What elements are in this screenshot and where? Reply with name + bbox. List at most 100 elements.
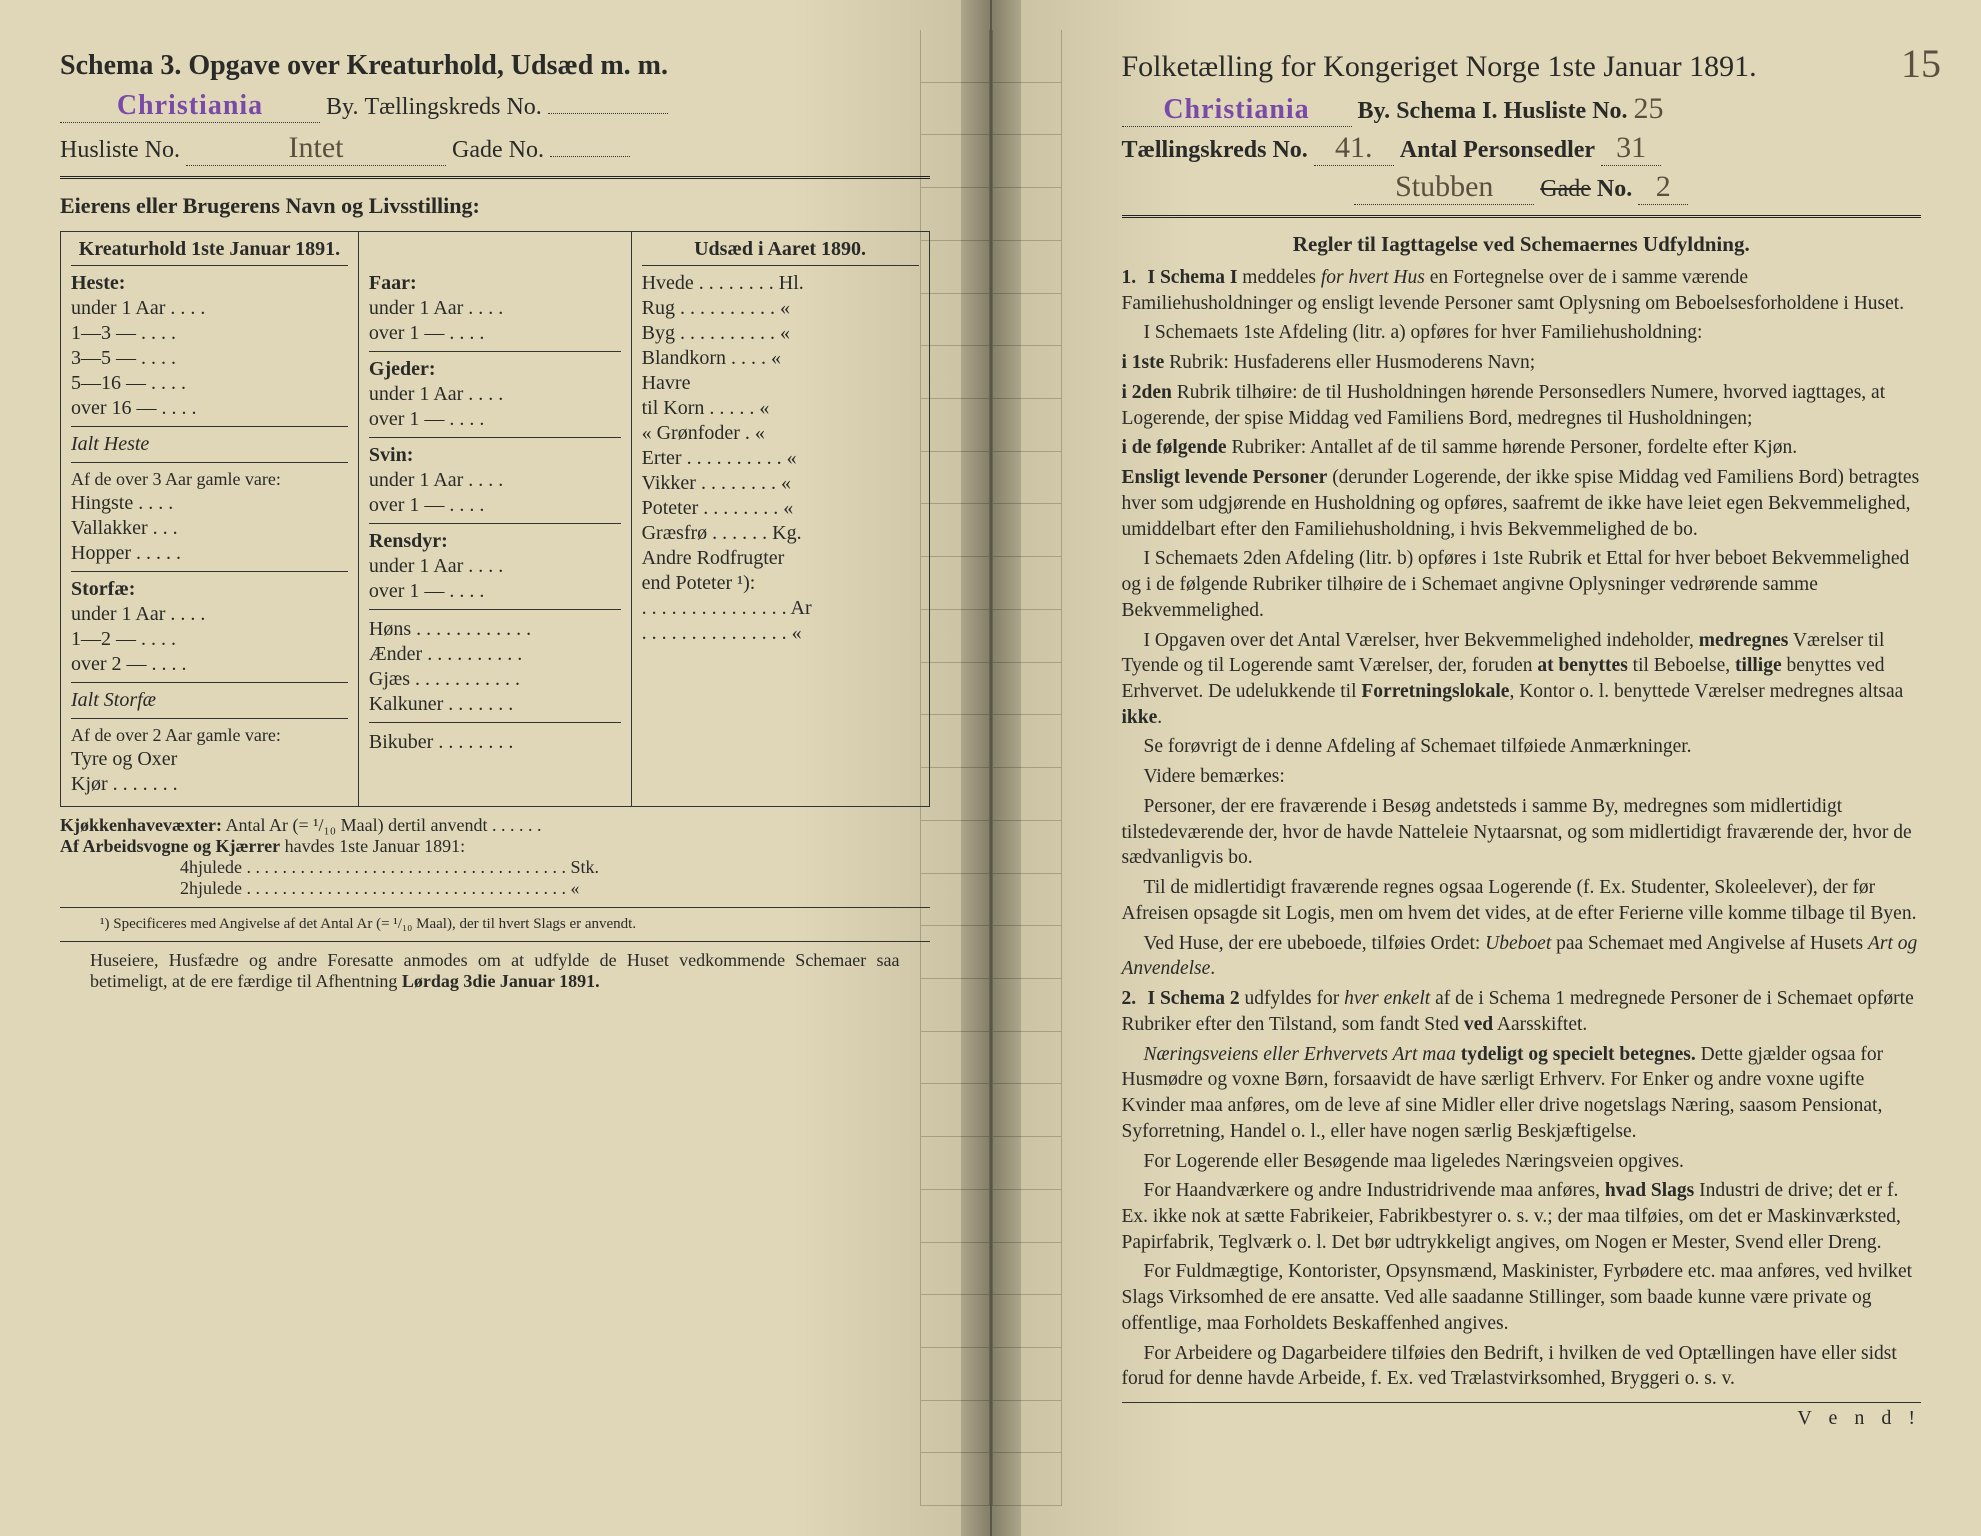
heste-0: under 1 Aar . . . .	[71, 297, 205, 320]
p1l: Til de midlertidigt fraværende regnes og…	[1122, 875, 1922, 926]
p1b: I Schemaets 1ste Afdeling (litr. a) opfø…	[1122, 320, 1922, 346]
p1k: Personer, der ere fraværende i Besøg and…	[1122, 794, 1922, 871]
p1j: Videre bemærkes:	[1122, 764, 1922, 790]
p2c: For Logerende eller Besøgende maa ligele…	[1122, 1149, 1922, 1175]
heste-3: 5—16 — . . . .	[71, 372, 186, 395]
right-page: 15 Folketælling for Kongeriget Norge 1st…	[992, 0, 1981, 1536]
p2f: For Arbeidere og Dagarbeidere tilføies d…	[1122, 1341, 1922, 1392]
faar-0: under 1 Aar . . . .	[369, 297, 503, 320]
ialt-storfae: Ialt Storfæ	[71, 689, 156, 711]
by-label: By.	[326, 94, 358, 121]
poteter: Poteter . . . . . . . . «	[642, 497, 794, 520]
kjokken-line: Kjøkkenhavevæxter: Kjøkkenhavevæxter: An…	[60, 815, 930, 836]
binding-ticks-left	[920, 30, 990, 1506]
census-title: Folketælling for Kongeriget Norge 1ste J…	[1122, 50, 1922, 84]
kalkuner: Kalkuner . . . . . . .	[369, 693, 513, 716]
svin-0: under 1 Aar . . . .	[369, 469, 503, 492]
hons: Høns . . . . . . . . . . . .	[369, 618, 531, 641]
hdr-right: Udsæd i Aaret 1890.	[642, 238, 919, 266]
gjeder-0: under 1 Aar . . . .	[369, 383, 503, 406]
p1i: Se forøvrigt de i denne Afdeling af Sche…	[1122, 734, 1922, 760]
bikuber: Bikuber . . . . . . . .	[369, 731, 513, 754]
col-b: . Faar: under 1 Aar . . . . over 1 — . .…	[359, 232, 632, 806]
city-row-r: Christiania By. Schema I. Husliste No. 2…	[1122, 92, 1922, 127]
antal-val-r: 31	[1601, 131, 1661, 166]
kjor: Kjør . . . . . . .	[71, 773, 178, 796]
gade-no-label: No.	[1597, 176, 1632, 203]
kreatur-table: Kreaturhold 1ste Januar 1891. Heste: und…	[60, 231, 930, 807]
rules-title: Regler til Iagttagelse ved Schemaernes U…	[1122, 232, 1922, 257]
blandkorn: Blandkorn . . . . «	[642, 347, 781, 370]
rodfrugter: Andre Rodfrugter	[642, 547, 785, 570]
schema3-heading: Schema 3. Opgave over Kreaturhold, Udsæd…	[60, 50, 930, 82]
antal-label-r: Antal Personsedler	[1400, 137, 1595, 164]
husliste-label: Husliste No.	[60, 137, 180, 164]
city-stamp-r: Christiania	[1163, 94, 1309, 125]
hopper: Hopper . . . . .	[71, 542, 181, 565]
svin-1: over 1 — . . . .	[369, 494, 485, 517]
hvede: Hvede . . . . . . . . Hl.	[642, 272, 804, 295]
gade-no-val: 2	[1638, 170, 1688, 205]
husliste-label-r: Husliste No.	[1504, 98, 1628, 125]
page-corner-number: 15	[1901, 40, 1941, 87]
heste-4: over 16 — . . . .	[71, 397, 197, 420]
gjaes: Gjæs . . . . . . . . . . .	[369, 668, 520, 691]
ialt-heste: Ialt Heste	[71, 433, 149, 455]
col-a: Kreaturhold 1ste Januar 1891. Heste: und…	[61, 232, 359, 806]
storfae-2: over 2 — . . . .	[71, 653, 187, 676]
havre-korn: til Korn . . . . . «	[642, 397, 770, 420]
tkreds-label-r: Tællingskreds No.	[1122, 137, 1308, 164]
hingste: Hingste . . . .	[71, 492, 173, 515]
af-over2: Af de over 2 Aar gamle vare:	[71, 718, 348, 746]
tkreds-value	[548, 113, 668, 114]
vogne-2: 2hjulede . . . . . . . . . . . . . . . .…	[60, 878, 930, 899]
tyre: Tyre og Oxer	[71, 748, 177, 771]
rensdyr-0: under 1 Aar . . . .	[369, 555, 503, 578]
storfae: Storfæ:	[71, 571, 348, 601]
heste-1: 1—3 — . . . .	[71, 322, 176, 345]
city-stamp: Christiania	[117, 90, 263, 121]
vallakker: Vallakker . . .	[71, 517, 178, 540]
af-over3: Af de over 3 Aar gamle vare:	[71, 462, 348, 490]
rensdyr-1: over 1 — . . . .	[369, 580, 485, 603]
vogne-line: Af Arbeidsvogne og Kjærrer havdes 1ste J…	[60, 836, 930, 857]
rodfrugter-2: end Poteter ¹):	[642, 572, 756, 595]
gade-hw: Stubben	[1354, 170, 1534, 205]
vend: V e n d !	[1122, 1402, 1922, 1430]
aender: Ænder . . . . . . . . . .	[369, 643, 522, 666]
by-label-r: By.	[1358, 98, 1391, 125]
havre: Havre	[642, 372, 691, 395]
schema3-title: Schema 3. Opgave over Kreaturhold, Udsæd…	[60, 50, 668, 81]
rug: Rug . . . . . . . . . . «	[642, 297, 790, 320]
vikker: Vikker . . . . . . . . «	[642, 472, 791, 495]
havre-gron: « Grønfoder . «	[642, 422, 765, 445]
husliste-val-r: 25	[1634, 92, 1664, 126]
gade-row-r: Stubben Gade No. 2	[1122, 170, 1922, 205]
storfae-1: 1—2 — . . . .	[71, 628, 176, 651]
gade-label: Gade No.	[452, 137, 544, 164]
hdr-left: Kreaturhold 1ste Januar 1891.	[71, 238, 348, 266]
faar-1: over 1 — . . . .	[369, 322, 485, 345]
byg: Byg . . . . . . . . . . «	[642, 322, 790, 345]
col-c: Udsæd i Aaret 1890. Hvede . . . . . . . …	[632, 232, 929, 806]
gade-value	[550, 156, 630, 157]
left-page: Schema 3. Opgave over Kreaturhold, Udsæd…	[0, 0, 992, 1536]
document-spread: Schema 3. Opgave over Kreaturhold, Udsæd…	[0, 0, 1981, 1536]
bottom-note: Huseiere, Husfædre og andre Foresatte an…	[60, 950, 930, 992]
gjeder-1: over 1 — . . . .	[369, 408, 485, 431]
storfae-0: under 1 Aar . . . .	[71, 603, 205, 626]
heste-2: 3—5 — . . . .	[71, 347, 176, 370]
erter: Erter . . . . . . . . . . «	[642, 447, 797, 470]
city-row: Christiania By. Tællingskreds No.	[60, 90, 930, 123]
tkreds-row-r: Tællingskreds No. 41. Antal Personsedler…	[1122, 131, 1922, 166]
p1g: I Schemaets 2den Afdeling (litr. b) opfø…	[1122, 546, 1922, 623]
binding-ticks-right	[992, 30, 1062, 1506]
graesfro: Græsfrø . . . . . . Kg.	[642, 522, 802, 545]
ar-1: . . . . . . . . . . . . . . . Ar	[642, 597, 812, 620]
schema-label-r: Schema I.	[1396, 98, 1497, 125]
ar-2: . . . . . . . . . . . . . . . «	[642, 622, 802, 645]
tkreds-val-r: 41.	[1314, 131, 1394, 166]
tkreds-label: Tællingskreds No.	[364, 94, 541, 121]
gade-strike: Gade	[1540, 176, 1591, 203]
vogne-4: 4hjulede . . . . . . . . . . . . . . . .…	[60, 857, 930, 878]
